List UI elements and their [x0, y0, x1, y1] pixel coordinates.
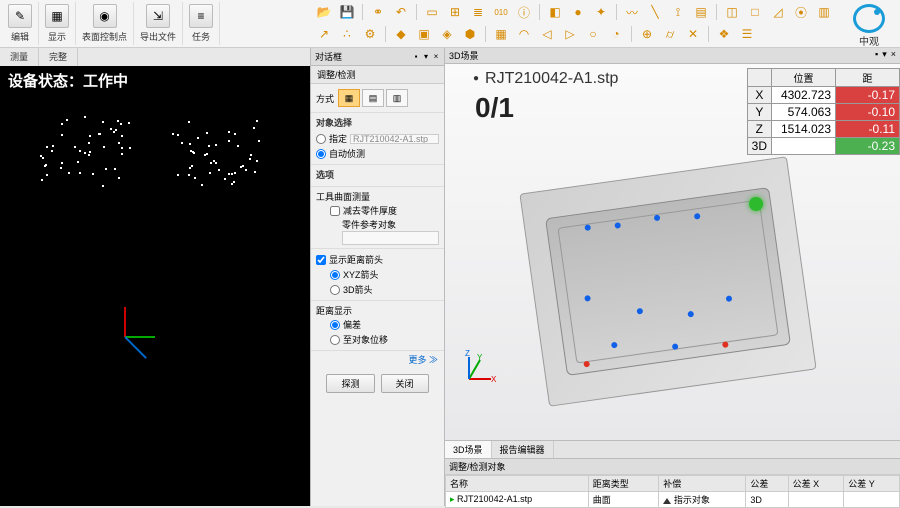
scatter-icon[interactable]: ∴ — [337, 24, 357, 44]
box-icon[interactable]: □ — [745, 2, 765, 22]
close-icon[interactable]: × — [432, 53, 440, 61]
mode-btn-3[interactable]: ▥ — [386, 89, 408, 107]
ribbon-left: ✎ 编辑 ▦ 显示 ◉ 表面控制点 ⇲ 导出文件 ≡ 任务 — [0, 0, 310, 47]
mode-btn-2[interactable]: ▤ — [362, 89, 384, 107]
panel-header: 对话框 ▪▾× — [311, 48, 444, 66]
probe-button[interactable]: 探测 — [326, 374, 374, 393]
calendar-icon[interactable]: ▤ — [691, 2, 711, 22]
assign-file[interactable] — [350, 134, 439, 144]
top-toolbar: ✎ 编辑 ▦ 显示 ◉ 表面控制点 ⇲ 导出文件 ≡ 任务 📂 💾 ⚭ ↶ ▭ — [0, 0, 900, 48]
panel-icon[interactable]: ▥ — [814, 2, 834, 22]
pin-icon[interactable]: ▪ — [875, 49, 878, 62]
window-icon[interactable]: ▭ — [422, 2, 442, 22]
more-link[interactable]: 更多 ≫ — [311, 351, 444, 368]
camera-pane: 测量 完整 设备状态：工作中 — [0, 48, 310, 506]
shape2-icon[interactable]: ▣ — [414, 24, 434, 44]
play-icon[interactable]: ▷ — [560, 24, 580, 44]
ribbon-group-display[interactable]: ▦ 显示 — [39, 2, 76, 45]
display-icon[interactable]: ▦ — [45, 4, 69, 28]
radio-to-obj[interactable] — [330, 335, 340, 345]
stack-icon[interactable]: ☰ — [737, 24, 757, 44]
device-status: 设备状态：工作中 — [0, 66, 136, 95]
radio-3d[interactable] — [330, 285, 340, 295]
link-icon[interactable]: ⚭ — [368, 2, 388, 22]
check-subtract[interactable] — [330, 206, 340, 216]
pattern-icon[interactable]: ▦ — [491, 24, 511, 44]
radio-xyz[interactable] — [330, 270, 340, 280]
ribbon-group-tasks[interactable]: ≡ 任务 — [183, 2, 220, 45]
logo: 中观 — [842, 4, 896, 48]
grid-icon[interactable]: ⊞ — [445, 2, 465, 22]
tab-report[interactable]: 报告编辑器 — [492, 441, 554, 458]
ribbon-group-export[interactable]: ⇲ 导出文件 — [134, 2, 183, 45]
sector-icon[interactable]: ◔ — [606, 24, 626, 44]
circle-icon[interactable]: ○ — [583, 24, 603, 44]
compass-icon[interactable]: ⦿ — [791, 2, 811, 22]
pin-icon[interactable]: ▪ — [412, 53, 420, 61]
close-icon[interactable]: × — [891, 49, 896, 62]
save-icon[interactable]: 💾 — [337, 2, 357, 22]
cylinder-icon[interactable]: ⌭ — [660, 24, 680, 44]
tab-adjust[interactable]: 调整/检测 — [311, 66, 362, 83]
scene-viewport[interactable]: RJT210042-A1.stp 0/1 位置距 X4302.723-0.17 … — [445, 64, 900, 440]
radio-deviation[interactable] — [330, 320, 340, 330]
result-table: 名称 距离类型 补偿 公差 公差 X 公差 Y ▸ RJT210042-A1.s… — [445, 475, 900, 508]
result-panel: 调整/检测对象 名称 距离类型 补偿 公差 公差 X 公差 Y ▸ RJT210… — [445, 458, 900, 506]
tab-measure[interactable]: 测量 — [0, 48, 39, 66]
line-icon[interactable]: ╲ — [645, 2, 665, 22]
min-icon[interactable]: ▾ — [882, 49, 887, 62]
globe-icon[interactable]: ⊕ — [637, 24, 657, 44]
open-icon[interactable]: 📂 — [314, 2, 334, 22]
undo-icon[interactable]: ↶ — [391, 2, 411, 22]
close-button[interactable]: 关闭 — [381, 374, 429, 393]
camera-view[interactable] — [0, 66, 310, 506]
curve-icon[interactable]: 〰 — [622, 2, 642, 22]
tri-icon[interactable]: ◁ — [537, 24, 557, 44]
scene-pane: 3D场景 ▪ ▾ × RJT210042-A1.stp 0/1 位置距 X4302.… — [445, 48, 900, 506]
scene-axes-gizmo: X Y Z — [455, 348, 495, 388]
export-icon[interactable]: ⇲ — [146, 4, 170, 28]
note-icon[interactable]: ◫ — [722, 2, 742, 22]
ribbon-label: 编辑 — [11, 30, 29, 43]
toolbar-main: 📂 💾 ⚭ ↶ ▭ ⊞ ≣ 010 ⓘ ◧ ● ✦ 〰 ╲ ⟟ ▤ ◫ □ ◿ … — [310, 0, 900, 47]
scene-counter: 0/1 — [475, 92, 514, 124]
table-row[interactable]: ▸ RJT210042-A1.stp 曲面 指示对象 3D — [446, 492, 900, 508]
cross-icon[interactable]: ✕ — [683, 24, 703, 44]
left-tabs: 测量 完整 — [0, 48, 310, 66]
binary-icon[interactable]: 010 — [491, 2, 511, 22]
tab-3dscene[interactable]: 3D场景 — [445, 441, 492, 458]
radio-assign[interactable] — [316, 134, 326, 144]
arc-icon[interactable]: ◠ — [514, 24, 534, 44]
properties-panel: 对话框 ▪▾× 调整/检测 方式 ▦ ▤ ▥ 对象选择 指定 自动侦测 选项 工… — [310, 48, 445, 506]
ribbon-group-edit[interactable]: ✎ 编辑 — [2, 2, 39, 45]
vector-icon[interactable]: ↗ — [314, 24, 334, 44]
cube-icon[interactable]: ◧ — [545, 2, 565, 22]
tasks-icon[interactable]: ≡ — [189, 4, 213, 28]
ref-input[interactable] — [342, 231, 439, 245]
layers2-icon[interactable]: ❖ — [714, 24, 734, 44]
shape4-icon[interactable]: ⬢ — [460, 24, 480, 44]
sphere-icon[interactable]: ● — [568, 2, 588, 22]
scene-bottom-tabs: 3D场景 报告编辑器 — [445, 440, 900, 458]
radio-auto[interactable] — [316, 149, 326, 159]
measure-icon[interactable]: ⟟ — [668, 2, 688, 22]
check-arrows[interactable] — [316, 255, 326, 265]
scene-filename: RJT210042-A1.stp — [473, 70, 618, 88]
scene-header: 3D场景 ▪▾× — [445, 48, 900, 64]
tab-full[interactable]: 完整 — [39, 48, 78, 66]
info-icon[interactable]: ⓘ — [514, 2, 534, 22]
model-3d — [519, 156, 816, 406]
star-icon[interactable]: ✦ — [591, 2, 611, 22]
ribbon-group-surface[interactable]: ◉ 表面控制点 — [76, 2, 134, 45]
mode-btn-1[interactable]: ▦ — [338, 89, 360, 107]
gear-icon[interactable]: ⚙ — [360, 24, 380, 44]
edit-icon[interactable]: ✎ — [8, 4, 32, 28]
controlpoint-icon[interactable]: ◉ — [93, 4, 117, 28]
min-icon[interactable]: ▾ — [422, 53, 430, 61]
shape3-icon[interactable]: ◈ — [437, 24, 457, 44]
shape1-icon[interactable]: ◆ — [391, 24, 411, 44]
angle-icon[interactable]: ◿ — [768, 2, 788, 22]
coord-readout: 位置距 X4302.723-0.17 Y574.063-0.10 Z1514.0… — [747, 68, 900, 155]
layers-icon[interactable]: ≣ — [468, 2, 488, 22]
